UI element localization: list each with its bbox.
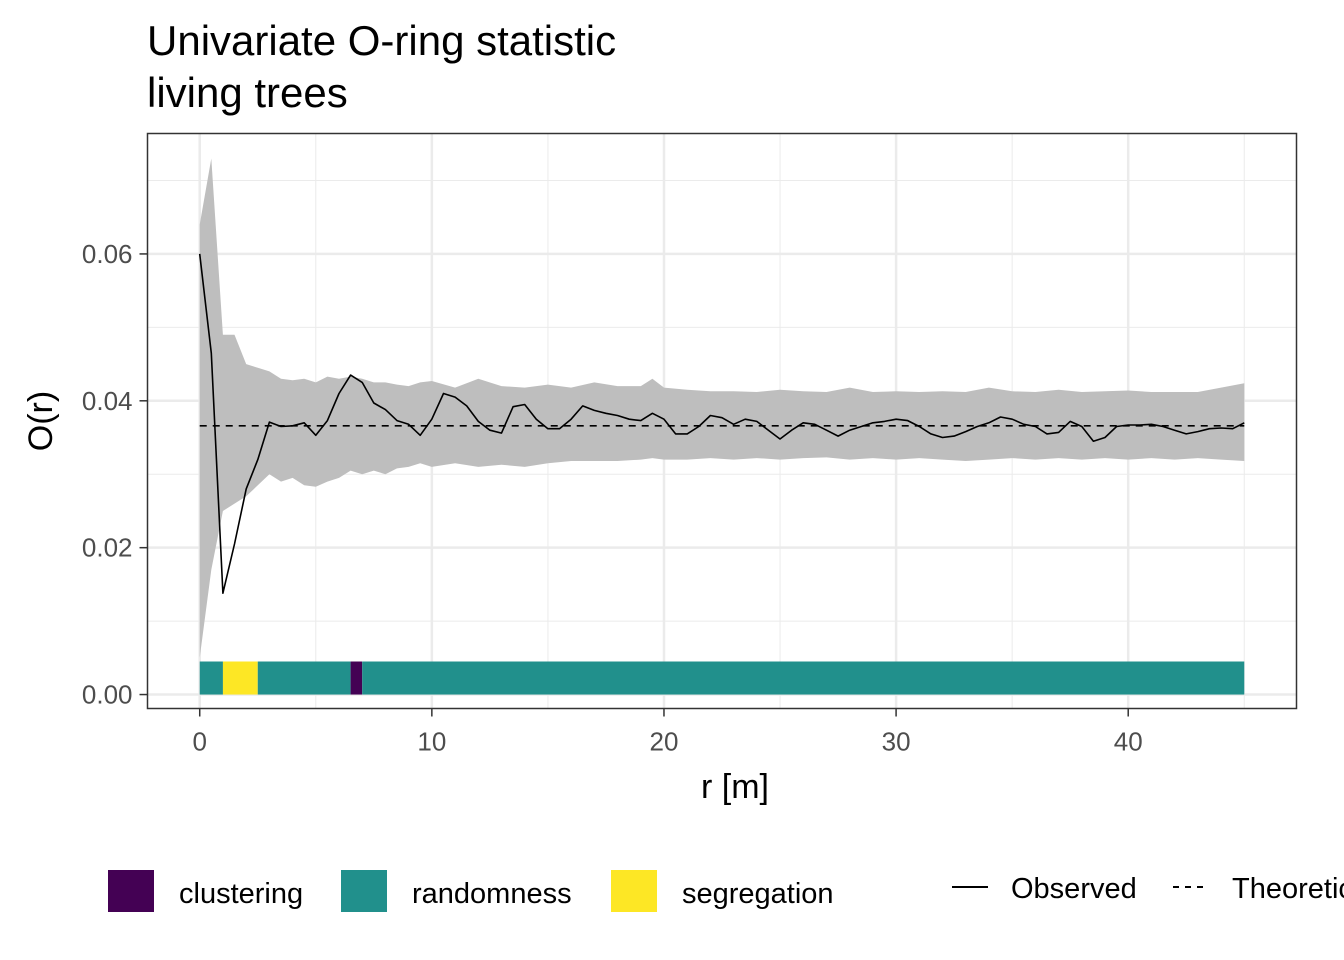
observed-line (198, 253, 1245, 595)
line-legend: Observed Theoretical (952, 873, 1344, 905)
bar-segment-clustering (350, 661, 363, 695)
chart-title: Univariate O-ring statistic (147, 17, 616, 64)
y-tick-label: 0.02 (82, 533, 133, 563)
classification-bar (199, 661, 1245, 695)
legend-label-segregation: segregation (682, 878, 834, 910)
legend-key-randomness (341, 870, 387, 912)
y-tick-label: 0.00 (82, 680, 133, 710)
legend-key-segregation (611, 870, 657, 912)
legend-label-theoretical: Theoretical (1232, 873, 1344, 905)
fill-legend: clustering randomness segregation (108, 870, 834, 912)
legend-label-randomness: randomness (412, 878, 572, 910)
panel-border (146, 132, 1298, 710)
x-tick-label: 10 (417, 727, 446, 757)
y-axis-ticks: 0.00 0.02 0.04 0.06 (82, 239, 148, 710)
bar-segment-randomness (362, 661, 1245, 695)
envelope-layer (199, 158, 1245, 658)
legend-key-clustering (108, 870, 154, 912)
bar-segment-randomness (199, 661, 223, 695)
simulation-envelope (199, 158, 1245, 658)
x-tick-label: 20 (650, 727, 679, 757)
observed-layer (198, 253, 1245, 595)
x-axis-title: r [m] (701, 768, 769, 806)
y-tick-label: 0.06 (82, 239, 133, 269)
y-tick-label: 0.04 (82, 386, 133, 416)
x-tick-label: 0 (192, 727, 206, 757)
chart-subtitle: living trees (147, 69, 348, 116)
x-axis-ticks: 0 10 20 30 40 (192, 708, 1143, 757)
bar-segment-segregation (222, 661, 258, 695)
legend-label-clustering: clustering (179, 878, 303, 910)
x-tick-label: 30 (882, 727, 911, 757)
bar-segment-randomness (257, 661, 351, 695)
y-axis-title: O(r) (22, 391, 60, 451)
legend-label-observed: Observed (1011, 873, 1137, 905)
x-tick-label: 40 (1114, 727, 1143, 757)
